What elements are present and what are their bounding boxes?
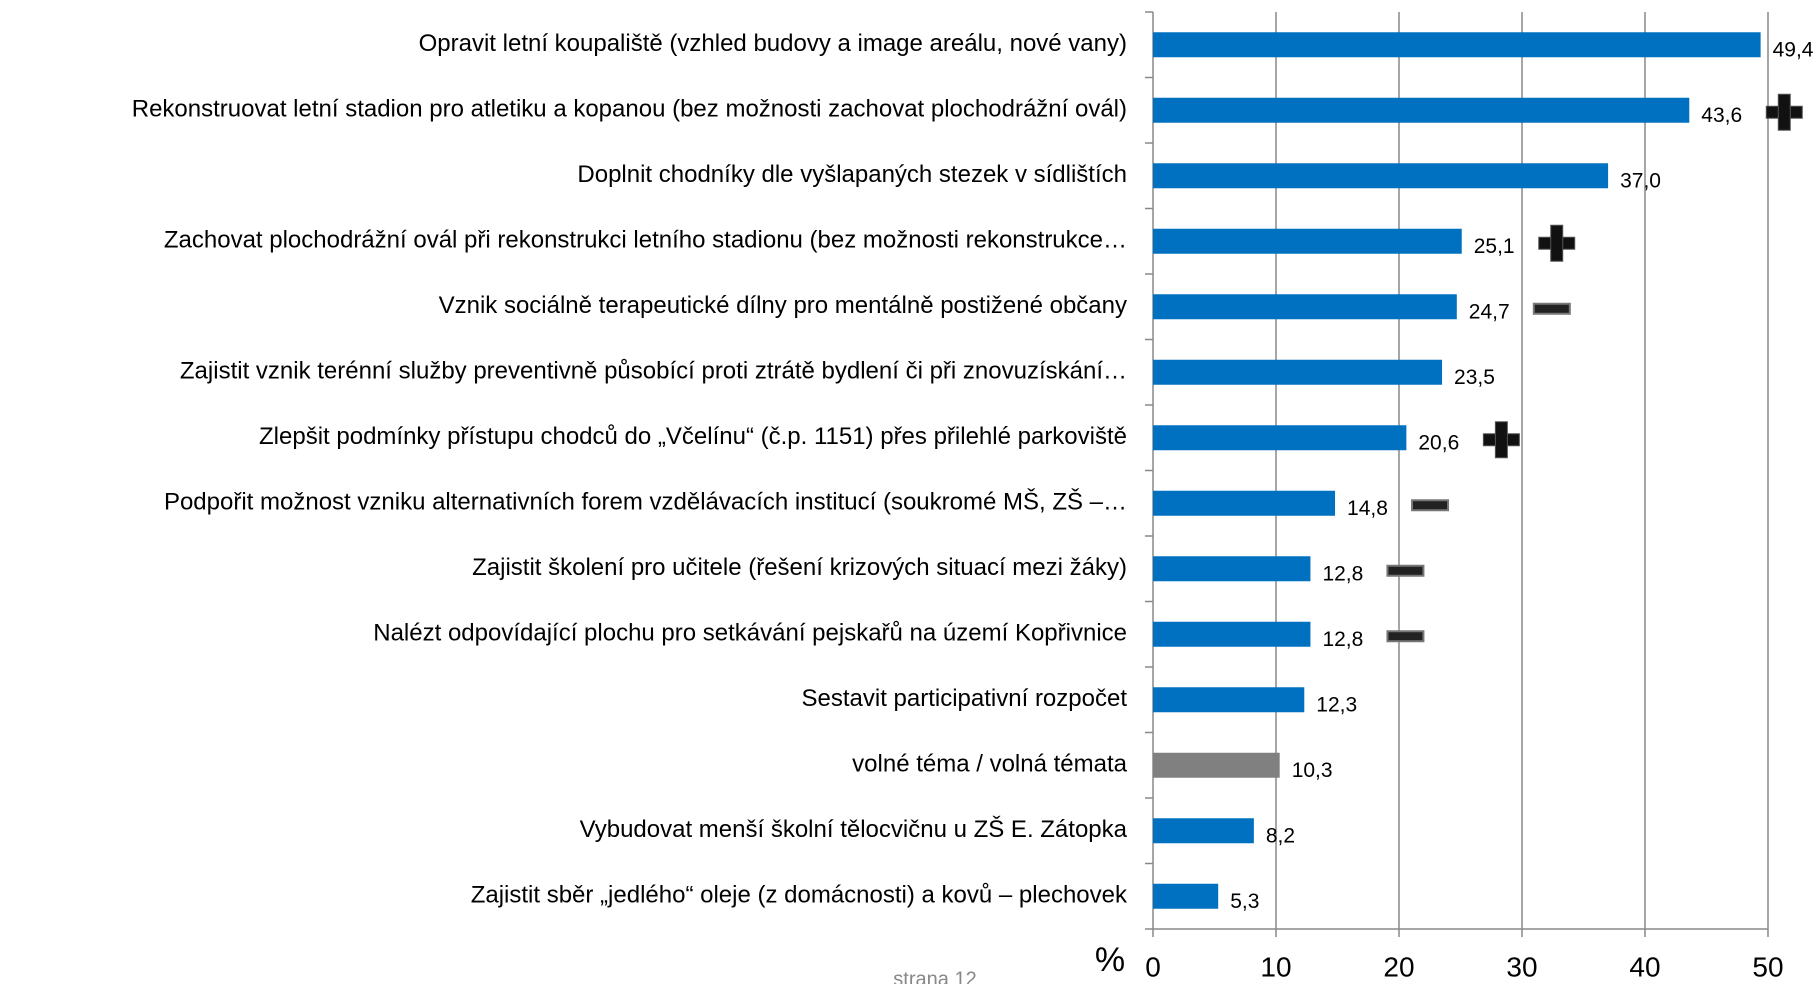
minus-icon [1386,630,1425,643]
y-tick-label: Rekonstruovat letní stadion pro atletiku… [132,96,1127,123]
y-tick-label: Zajistit sběr „jedlého“ oleje (z domácno… [471,882,1128,909]
x-tick-label: 10 [1260,951,1291,982]
value-label: 24,7 [1469,300,1510,323]
bar [1153,163,1609,189]
value-label: 8,2 [1266,824,1295,847]
y-tick-label: Zajistit školení pro učitele (řešení kri… [472,554,1127,581]
bar [1153,883,1219,909]
bar [1153,687,1305,713]
bar [1153,294,1457,320]
minus-icon [1386,564,1425,577]
x-tick-label: 0 [1145,951,1161,982]
y-tick-label: Vznik sociálně terapeutické dílny pro me… [439,292,1127,319]
y-tick-label: Podpořit možnost vzniku alternativních f… [164,488,1127,516]
minus-icon [1532,302,1571,315]
y-tick-label: Zajistit vznik terénní služby preventivn… [180,358,1127,385]
bar [1153,818,1254,844]
x-tick-label: 40 [1629,951,1660,982]
plus-icon [1550,224,1564,262]
y-tick-label: Opravit letní koupaliště (vzhled budovy … [419,30,1127,57]
bar [1153,32,1761,58]
y-tick-label: volné téma / volná témata [852,751,1127,778]
bar [1153,556,1311,582]
y-tick-label: Zachovat plochodrážní ovál při rekonstru… [164,227,1127,254]
footer: strana 12 [893,968,976,984]
y-tick-label: Sestavit participativní rozpočet [802,685,1128,712]
x-tick-label: 30 [1506,951,1537,982]
y-tick-label: Nalézt odpovídající plochu pro setkávání… [373,620,1127,647]
plus-icon [1777,93,1791,131]
x-tick-label: 20 [1383,951,1414,982]
bar [1153,425,1407,451]
value-label: 23,5 [1454,366,1495,389]
value-label: 5,3 [1230,890,1259,913]
value-label: 20,6 [1418,431,1459,454]
value-label: 10,3 [1292,759,1333,782]
value-label: 37,0 [1620,169,1661,192]
value-label: 14,8 [1347,497,1388,520]
bar [1153,752,1280,778]
x-axis-label: % [1095,941,1125,979]
x-tick-label: 50 [1752,951,1783,982]
minus-icon [1411,499,1450,512]
y-tick-label: Zlepšit podmínky přístupu chodců do „Vče… [259,423,1127,450]
value-label: 12,8 [1322,628,1363,651]
value-label: 25,1 [1474,235,1515,258]
value-label: 43,6 [1701,104,1742,127]
bar [1153,97,1690,123]
bar [1153,359,1443,385]
bar [1153,228,1462,254]
y-tick-label: Vybudovat menší školní tělocvičnu u ZŠ E… [580,815,1128,843]
y-tick-label: Doplnit chodníky dle vyšlapaných stezek … [577,161,1127,188]
value-label: 49,4 [1773,38,1814,61]
bar [1153,621,1311,647]
bar [1153,490,1336,516]
plus-icon [1494,421,1508,459]
value-label: 12,3 [1316,693,1357,716]
value-label: 12,8 [1322,562,1363,585]
